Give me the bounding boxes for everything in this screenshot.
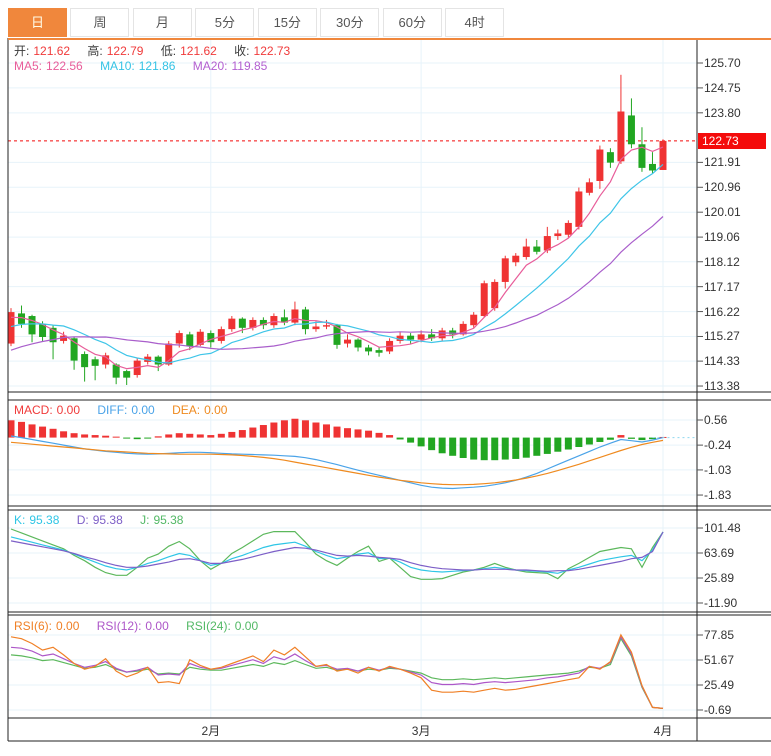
j-label: J: [140,513,150,527]
y-axis-tick-label: 115.27 [704,329,740,344]
ma20-value: 119.85 [231,59,268,73]
k-value: 95.38 [29,513,60,527]
ma5-label: MA5: [14,59,43,73]
x-axis-month-feb: 2月 [201,724,221,738]
tab-day[interactable]: 日 [8,8,67,37]
period-tabbar: 日 周 月 5分 15分 30分 60分 4时 [8,8,771,40]
y-axis-tick-label: 25.89 [704,571,735,585]
y-axis-tick-label: 120.01 [704,205,741,220]
y-axis-tick-label: 116.22 [704,304,740,319]
high-value: 122.79 [106,44,144,58]
y-axis-tick-label: 113.38 [704,379,740,394]
macd-label: MACD: [14,403,53,417]
tab-week[interactable]: 周 [70,8,130,37]
y-axis-tick-label: 121.91 [704,155,741,170]
open-label: 开: [14,44,30,58]
j-value: 95.38 [153,513,184,527]
y-axis-tick-label: 118.12 [704,254,740,269]
y-axis-tick-label: -0.69 [704,703,732,717]
y-axis-tick-label: -0.24 [704,438,732,453]
rsi-legend: RSI(6): 0.00 RSI(12): 0.00 RSI(24): 0.00 [14,619,262,633]
low-label: 低: [160,44,177,58]
y-axis-tick-label: 114.33 [704,354,740,369]
x-axis-month-apr: 4月 [653,724,673,738]
y-axis-tick-label: 125.70 [704,56,741,70]
kdj-legend: K: 95.38 D: 95.38 J: 95.38 [14,513,187,527]
ma10-value: 121.86 [138,59,176,73]
ma10-label: MA10: [100,59,135,73]
y-axis-tick-label: 0.56 [704,413,728,427]
ohlc-legend: 开: 121.62 高: 122.79 低: 121.62 收: 122.73 [14,42,294,59]
y-axis-tick-label: -1.83 [704,488,732,503]
macd-value: 0.00 [56,403,81,417]
y-axis-tick-label: 101.48 [704,521,741,535]
y-axis-tick-label: 63.69 [704,545,735,560]
ma-legend: MA5: 122.56 MA10: 121.86 MA20: 119.85 [14,59,271,73]
y-axis-tick-label: -11.90 [704,596,738,610]
y-axis-tick-label: 124.75 [704,80,741,95]
close-value: 122.73 [253,44,291,58]
dea-value: 0.00 [204,403,228,417]
rsi6-label: RSI(6): [14,619,53,633]
current-price-tag: 122.73 [698,132,766,149]
diff-value: 0.00 [131,403,155,417]
tab-5min[interactable]: 5分 [195,8,255,37]
y-axis-tick-label: 77.85 [704,628,735,642]
y-axis-tick-label: 123.80 [704,105,741,120]
y-axis-tick-label: 51.67 [704,653,735,667]
y-axis-tick-label: 117.17 [704,279,740,294]
rsi24-label: RSI(24): [186,619,231,633]
high-label: 高: [87,44,103,58]
x-axis-month-mar: 3月 [411,724,431,738]
macd-legend: MACD: 0.00 DIFF: 0.00 DEA: 0.00 [14,403,231,417]
y-axis-tick-label: 120.96 [704,180,741,195]
low-value: 121.62 [180,44,217,58]
rsi24-value: 0.00 [234,619,259,633]
tab-30min[interactable]: 30分 [320,8,380,37]
rsi12-label: RSI(12): [96,619,142,633]
y-axis-tick-label: -1.03 [704,462,732,477]
y-axis-tick-label: 25.49 [704,678,735,692]
close-label: 收: [234,44,250,58]
k-label: K: [14,513,26,527]
ma20-label: MA20: [192,59,228,73]
y-axis-tick-label: 119.06 [704,230,740,245]
rsi12-value: 0.00 [145,619,169,633]
dea-label: DEA: [172,403,201,417]
tab-60min[interactable]: 60分 [382,8,442,37]
tab-4hour[interactable]: 4时 [445,8,505,37]
tab-month[interactable]: 月 [132,8,192,37]
rsi6-value: 0.00 [56,619,80,633]
ma5-value: 122.56 [46,59,83,73]
d-value: 95.38 [92,513,123,527]
open-value: 121.62 [33,44,71,58]
tab-15min[interactable]: 15分 [257,8,317,37]
diff-label: DIFF: [97,403,128,417]
d-label: D: [76,513,89,527]
